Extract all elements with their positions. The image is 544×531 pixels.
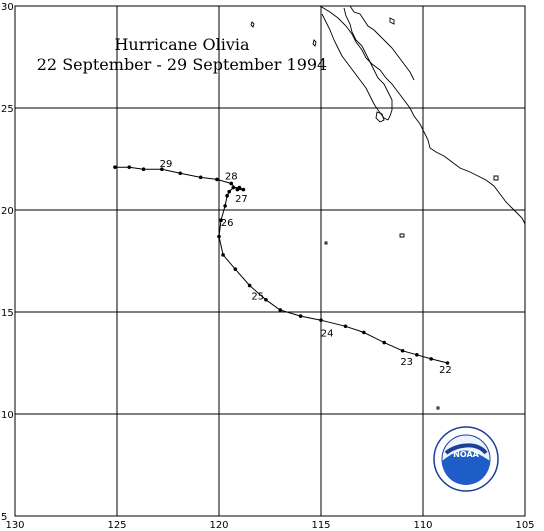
track-point bbox=[298, 314, 303, 318]
track-point bbox=[223, 204, 227, 208]
day-label-29: 29 bbox=[160, 159, 173, 170]
y-tick-label: 25 bbox=[1, 104, 14, 115]
island-baja-south bbox=[375, 111, 385, 123]
day-label-28: 28 bbox=[225, 171, 238, 182]
island-clipperton bbox=[436, 406, 440, 410]
track-point bbox=[362, 330, 366, 335]
noaa-logo-text: NOAA bbox=[453, 450, 479, 459]
baja-peninsula-east bbox=[343, 7, 393, 121]
track-point bbox=[219, 218, 223, 222]
track-line bbox=[115, 166, 448, 364]
track-point bbox=[429, 357, 433, 361]
track-point bbox=[215, 177, 219, 182]
island-revillagigedo-1 bbox=[399, 233, 405, 238]
island-tres-marias bbox=[493, 175, 499, 181]
track-point bbox=[178, 171, 183, 176]
track-point bbox=[229, 181, 234, 186]
track-point bbox=[343, 324, 348, 329]
track-point bbox=[221, 253, 225, 257]
island-tiburon bbox=[389, 17, 395, 25]
day-label-27: 27 bbox=[235, 194, 248, 205]
track-point bbox=[141, 167, 146, 171]
track-point bbox=[319, 318, 323, 322]
island-revillagigedo-2 bbox=[324, 241, 328, 245]
track-points bbox=[113, 165, 450, 365]
y-tick-label: 5 bbox=[1, 512, 7, 523]
y-tick-label: 30 bbox=[1, 2, 14, 13]
track-point bbox=[235, 187, 240, 192]
day-label-26: 26 bbox=[221, 218, 234, 229]
track-point bbox=[247, 283, 252, 288]
track-point bbox=[278, 308, 283, 312]
track-point bbox=[445, 361, 450, 365]
y-tick-label: 15 bbox=[1, 308, 14, 319]
track-point bbox=[241, 187, 246, 192]
track-point bbox=[198, 175, 203, 180]
map-subtitle: 22 September - 29 September 1994 bbox=[37, 55, 327, 74]
track-point bbox=[264, 297, 268, 302]
track-point bbox=[382, 340, 387, 345]
x-tick-label: 130 bbox=[5, 520, 24, 531]
day-label-22: 22 bbox=[439, 365, 452, 376]
coastline bbox=[250, 5, 526, 410]
track-point bbox=[231, 185, 236, 190]
map-title: Hurricane Olivia bbox=[114, 35, 250, 54]
track-point bbox=[400, 348, 405, 353]
track-point bbox=[415, 353, 419, 357]
track-point bbox=[217, 234, 221, 239]
track-point bbox=[227, 189, 231, 194]
day-label-24: 24 bbox=[321, 328, 334, 339]
track-point bbox=[160, 167, 164, 171]
storm-track bbox=[113, 165, 450, 365]
day-label-23: 23 bbox=[400, 357, 413, 368]
day-label-25: 25 bbox=[251, 292, 264, 303]
day-labels: 22 23 24 25 26 27 28 29 bbox=[160, 159, 452, 376]
x-tick-label: 125 bbox=[107, 520, 126, 531]
mainland-coastline-north bbox=[349, 5, 415, 81]
x-tick-label: 105 bbox=[515, 520, 534, 531]
track-point bbox=[127, 165, 132, 169]
island-guadalupe bbox=[250, 21, 255, 28]
map-grid bbox=[14, 5, 526, 517]
mainland-coastline bbox=[319, 5, 526, 225]
x-tick-label: 120 bbox=[209, 520, 228, 531]
y-tick-label: 10 bbox=[1, 410, 14, 421]
y-tick-label: 20 bbox=[1, 206, 14, 217]
x-tick-label: 110 bbox=[413, 520, 432, 531]
track-point bbox=[113, 165, 117, 169]
island-cedros bbox=[312, 39, 317, 47]
noaa-logo: NOAA bbox=[433, 426, 499, 492]
baja-peninsula-west bbox=[321, 13, 389, 121]
x-tick-label: 115 bbox=[311, 520, 330, 531]
track-point bbox=[233, 267, 238, 271]
track-point bbox=[225, 193, 229, 198]
